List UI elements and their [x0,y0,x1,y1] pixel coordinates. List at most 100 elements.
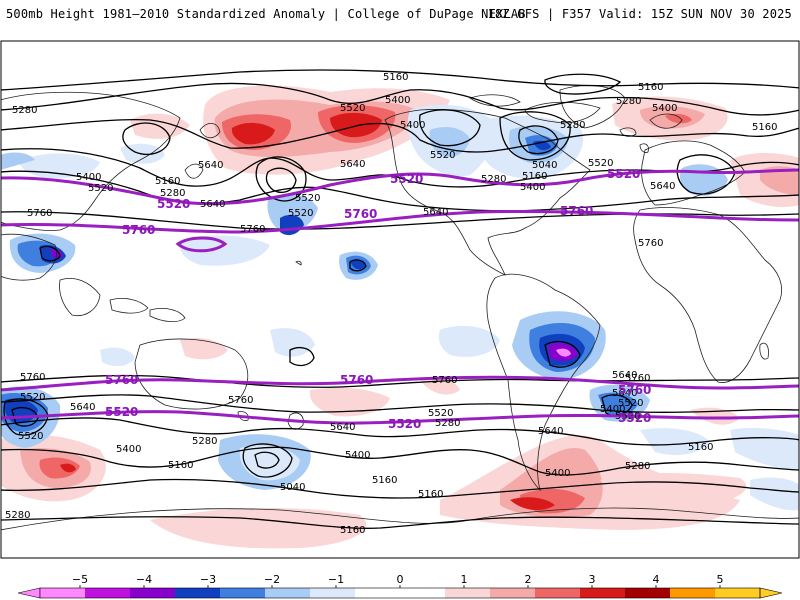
colorbar-tick-label: −3 [200,573,216,586]
contour-label: 5640 [612,388,637,399]
colorbar-tick-label: 0 [397,573,404,586]
colorbar-swatch [670,588,716,598]
contour-label-5520: 5520 [607,167,640,181]
contour-label-5520: 5520 [390,172,423,186]
positive-anomaly-shading [1,85,799,549]
contour-label: 5520 [428,408,453,419]
contour-label: 5160 [340,525,365,536]
colorbar-swatch [625,588,671,598]
contour-label: 5760 [625,373,650,384]
colorbar-swatch [715,588,761,598]
colorbar-tick-label: 4 [653,573,660,586]
colorbar-tick-label: −5 [72,573,88,586]
contour-label: 5640 [70,402,95,413]
contour-label: 5280 [481,174,506,185]
contour-label: 5400 [600,404,625,415]
contour-label: 5160 [155,176,180,187]
contour-label: 5280 [192,436,217,447]
colorbar-swatch [355,588,401,598]
contour-label: 5400 [652,103,677,114]
contour-labels-purple: 5520 5760 5520 5760 5520 5520 5760 5760 … [105,167,651,431]
contour-label: 5640 [650,181,675,192]
contour-label: 5160 [688,442,713,453]
contour-label: 5160 [383,72,408,83]
contour-label: 5400 [545,468,570,479]
colorbar-swatch [130,588,176,598]
contour-label-5520: 5520 [388,417,421,431]
colorbar: −5 −4 −3 −2 −1 0 1 2 3 4 5 [17,573,783,599]
contour-label: 5160 [638,82,663,93]
contour-label: 5160 [168,460,193,471]
contour-label: 5760 [638,238,663,249]
contour-label: 5040 [532,160,557,171]
contour-label: 5760 [228,395,253,406]
colorbar-swatch [85,588,131,598]
contour-label: 5160 [522,171,547,182]
colorbar-tick-label: −2 [264,573,280,586]
contour-label: 5640 [340,159,365,170]
contour-label: 5160 [372,475,397,486]
contour-label: 5280 [12,105,37,116]
colorbar-tick-label: 2 [525,573,532,586]
contour-label: 5280 [625,461,650,472]
colorbar-swatch [580,588,626,598]
contour-label: 5760 [240,224,265,235]
contour-label-5760: 5760 [618,383,651,397]
contour-label: 5160 [418,489,443,500]
contour-label: 5280 [560,120,585,131]
colorbar-swatch [175,588,221,598]
contour-label: 5280 [616,96,641,107]
contour-label: 5520 [88,183,113,194]
contour-label-5520: 5520 [105,405,138,419]
contour-label-5520: 5520 [157,197,190,211]
contour-label-5760: 5760 [105,373,138,387]
colorbar-swatch [265,588,311,598]
map-frame [0,40,800,559]
contour-label: 5640 [330,422,355,433]
map-area: 5160 5280 5400 5520 5640 5160 5280 5400 … [1,69,799,549]
contour-label: 5520 [18,431,43,442]
contour-label: 5520 [588,158,613,169]
colorbar-arrow-right [759,587,783,599]
contour-label: 5400 [400,120,425,131]
colorbar-arrow-left [17,587,41,599]
contour-label: 5520 [618,398,643,409]
highlight-contours [1,168,799,425]
contour-label-5760: 5760 [560,204,593,218]
contour-label: 5760 [20,372,45,383]
contour-label: 5640 [200,199,225,210]
colorbar-tick-label: −1 [328,573,344,586]
colorbar-swatch [490,588,536,598]
contour-label: 5760 [432,375,457,386]
map-title: 500mb Height 1981–2010 Standardized Anom… [6,7,526,21]
colorbar-swatch [310,588,356,598]
contour-label: 5280 [435,418,460,429]
contour-label: 5640 [198,160,223,171]
contour-label: 5400 [520,182,545,193]
contour-label: 5520 [340,103,365,114]
contour-label: 5520 [430,150,455,161]
colorbar-tick-label: 3 [589,573,596,586]
colorbar-swatch [400,588,446,598]
contour-label-5760: 5760 [344,207,377,221]
contour-label-5760: 5760 [122,223,155,237]
contour-label: 5640 [612,370,637,381]
contour-label: 5040 [280,482,305,493]
contour-label: 5400 [76,172,101,183]
contour-label: 5400 [116,444,141,455]
contour-label: 5520 [615,411,640,422]
colorbar-tick-label: 5 [717,573,724,586]
contour-labels-black: 5160 5280 5400 5520 5640 5160 5280 5400 … [5,72,777,536]
contour-label: 5400 [385,95,410,106]
valid-time: 18Z GFS | F357 Valid: 15Z SUN NOV 30 202… [487,7,792,21]
colorbar-swatch [445,588,491,598]
contour-label: 5520 [20,392,45,403]
contour-label: 5520 [288,208,313,219]
contour-label: 5640 [538,426,563,437]
contour-label: 5640 [423,207,448,218]
colorbar-tick-label: −4 [136,573,152,586]
colorbar-swatch [40,588,86,598]
contour-label: 5280 [160,188,185,199]
contour-label-5760: 5760 [340,373,373,387]
